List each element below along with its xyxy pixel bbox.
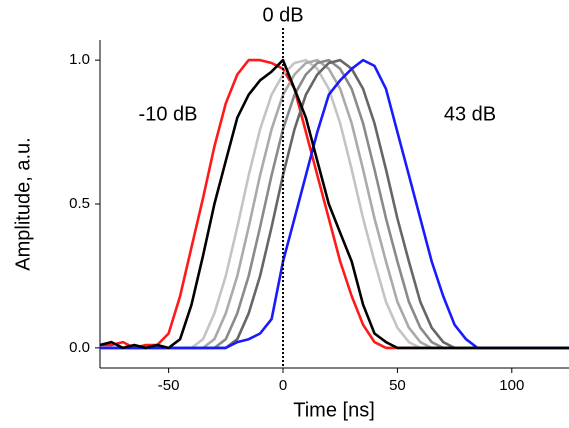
series-label: 0 dB — [262, 4, 303, 26]
y-tick-label: 0.0 — [69, 339, 90, 356]
series-label: 43 dB — [444, 103, 496, 125]
x-tick-label: -50 — [158, 377, 180, 394]
x-tick-label: 0 — [279, 377, 287, 394]
x-tick-label: 50 — [389, 377, 406, 394]
series-label: -10 dB — [139, 103, 198, 125]
x-tick-label: 100 — [499, 377, 524, 394]
y-tick-label: 0.5 — [69, 195, 90, 212]
series-line — [99, 58, 569, 350]
x-axis-label: Time [ns] — [293, 399, 375, 421]
y-tick-label: 1.0 — [69, 51, 90, 68]
y-axis-label: Amplitude, a.u. — [12, 137, 34, 270]
